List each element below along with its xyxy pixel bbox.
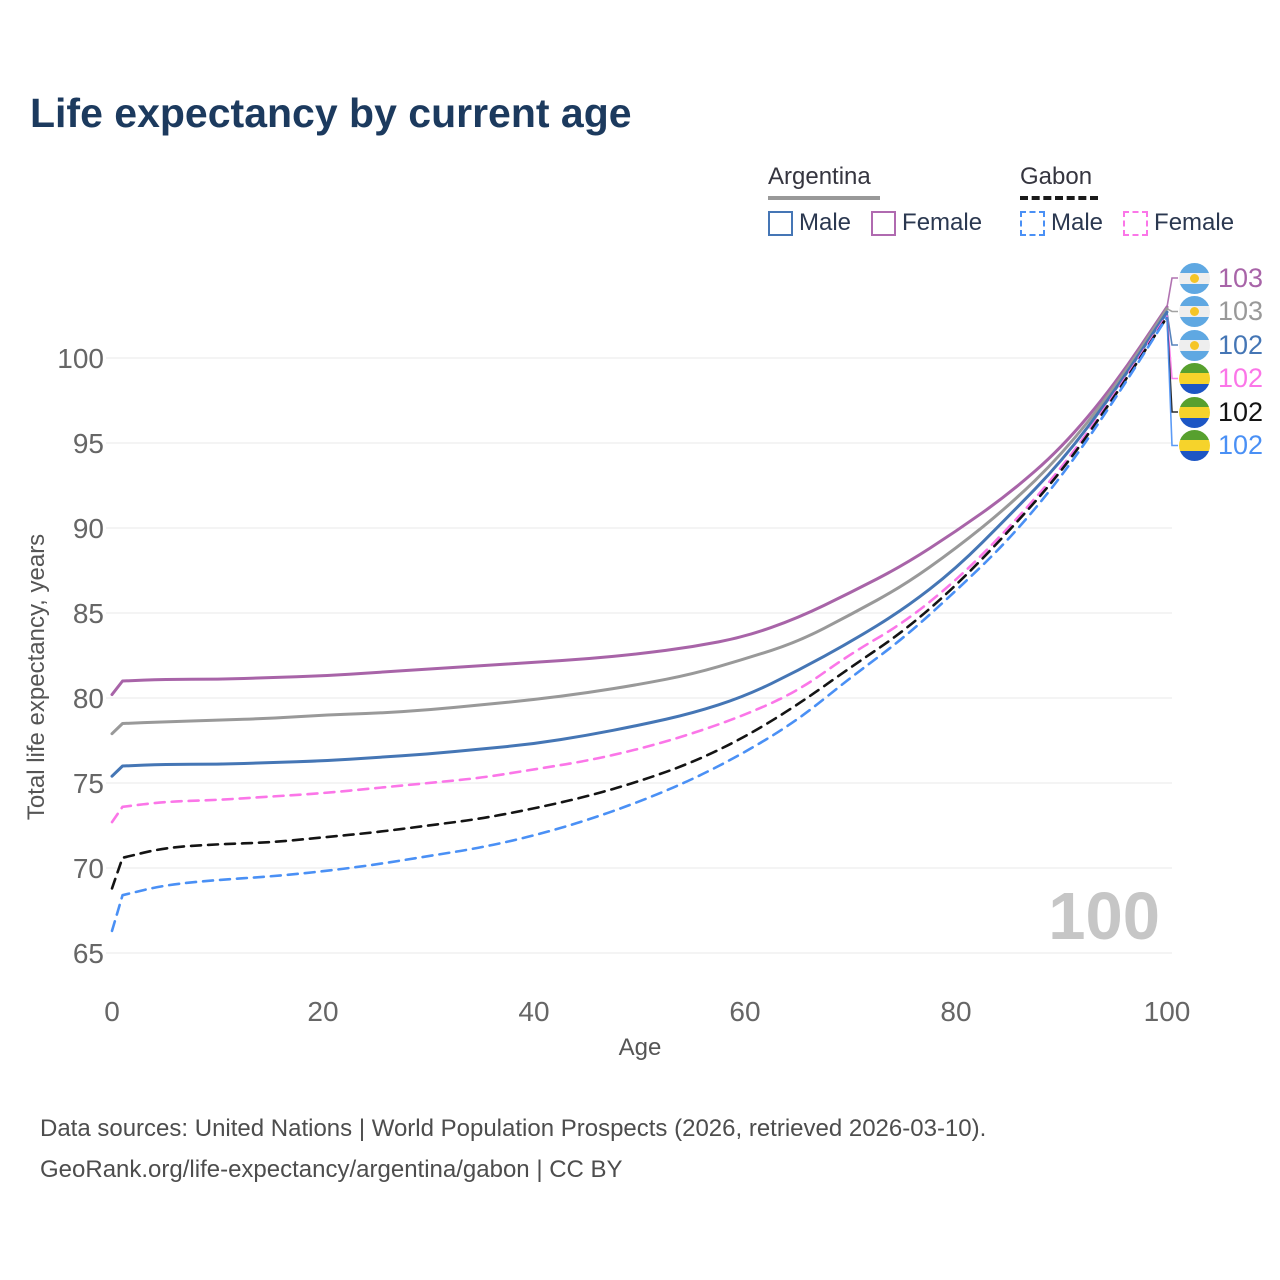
legend-item-label: Male: [799, 209, 852, 236]
argentina-male-swatch-icon: [768, 210, 793, 236]
x-tick-label: 100: [1144, 996, 1191, 1027]
y-tick-label: 100: [57, 343, 104, 374]
y-tick-label: 90: [73, 513, 104, 544]
legend-item-argentina-male[interactable]: Male: [768, 209, 851, 237]
x-axis-label: Age: [619, 1034, 662, 1060]
y-tick-label: 70: [73, 853, 104, 884]
age-watermark: 100: [1048, 879, 1160, 954]
y-tick-label: 75: [73, 768, 104, 799]
life-expectancy-line-chart[interactable]: 65 70 75 80 85 90 95 100 0 20 40 60 80 100 Age Total li…: [0, 250, 1280, 1060]
gabon-female-swatch-icon: [1123, 210, 1149, 236]
legend-group-argentina: Argentina Male Female: [768, 163, 1002, 237]
y-tick-label: 65: [73, 938, 104, 969]
legend-item-gabon-female[interactable]: Female: [1123, 209, 1234, 237]
series-line-gabon-female[interactable]: [110, 314, 1169, 824]
y-tick-label: 95: [73, 428, 104, 459]
y-tick-label: 80: [73, 683, 104, 714]
series-line-gabon-both[interactable]: [110, 315, 1169, 890]
gabon-male-swatch-icon: [1020, 210, 1045, 236]
legend-item-label: Female: [1154, 209, 1235, 236]
x-tick-label: 20: [307, 996, 338, 1027]
legend-item-argentina-female[interactable]: Female: [871, 209, 982, 237]
legend-underline-argentina: [768, 196, 880, 200]
y-axis-label: Total life expectancy, years: [23, 534, 50, 820]
page-title: Life expectancy by current age: [30, 90, 632, 136]
legend-underline-gabon: [1020, 196, 1098, 200]
legend-group-gabon: Gabon Male Female: [1020, 163, 1254, 237]
legend-item-label: Male: [1051, 209, 1104, 236]
legend-country-argentina[interactable]: Argentina: [768, 163, 871, 190]
endpoint-leader: [1166, 311, 1178, 346]
series-line-argentina-male[interactable]: [110, 310, 1169, 778]
legend-country-gabon[interactable]: Gabon: [1020, 163, 1093, 190]
x-tick-label: 40: [518, 996, 549, 1027]
x-tick-label: 0: [104, 996, 120, 1027]
argentina-female-swatch-icon: [871, 210, 897, 236]
x-tick-label: 60: [729, 996, 760, 1027]
series-line-argentina-both[interactable]: [110, 307, 1169, 736]
endpoint-leader: [1166, 277, 1178, 308]
legend-item-label: Female: [902, 209, 983, 236]
footer: Data sources: United Nations | World Pop…: [40, 1108, 986, 1190]
y-tick-label: 85: [73, 598, 104, 629]
footer-url-line: GeoRank.org/life-expectancy/argentina/ga…: [40, 1156, 623, 1183]
footer-sources-line: Data sources: United Nations | World Pop…: [40, 1115, 987, 1142]
legend-item-gabon-male[interactable]: Male: [1020, 209, 1103, 237]
series-line-gabon-male[interactable]: [110, 315, 1169, 933]
x-tick-label: 80: [940, 996, 971, 1027]
series-line-argentina-female[interactable]: [110, 305, 1169, 697]
endpoint-leader: [1166, 308, 1178, 313]
endpoint-leader: [1166, 317, 1178, 447]
